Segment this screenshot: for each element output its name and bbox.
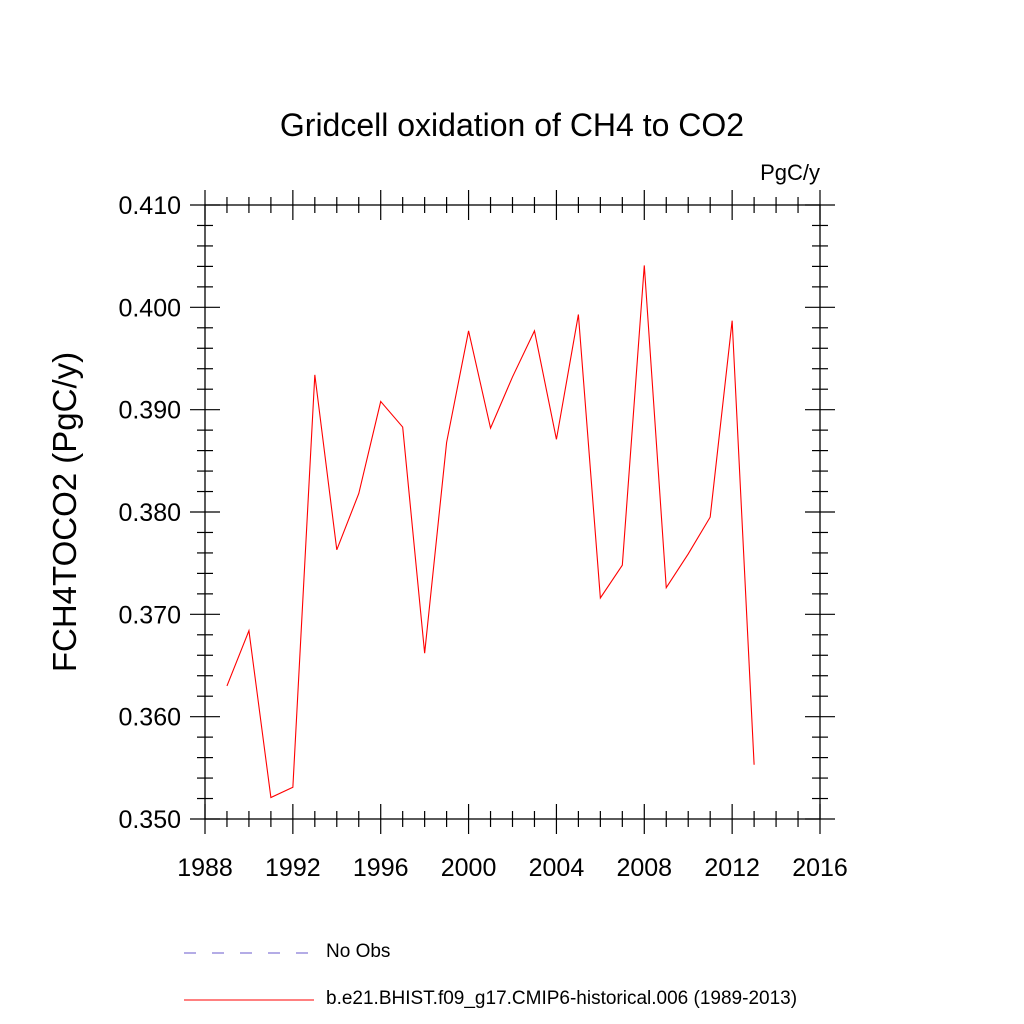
series-point <box>291 786 294 789</box>
plot-frame <box>204 204 821 820</box>
series-point <box>621 564 624 567</box>
axis-ticks <box>190 190 835 834</box>
series-point <box>599 596 602 599</box>
series-point <box>357 492 360 495</box>
y-tick-labels: 0.350 0.360 0.370 0.380 0.390 0.400 0.410 <box>118 192 181 834</box>
x-tick-label: 1992 <box>265 854 321 882</box>
series-point <box>665 586 668 589</box>
series-point <box>643 264 646 267</box>
series-point <box>335 548 338 551</box>
y-tick-label: 0.390 <box>118 397 181 425</box>
y-tick-label: 0.380 <box>118 499 181 527</box>
x-tick-label: 1996 <box>353 854 409 882</box>
series-point <box>313 373 316 376</box>
series-point <box>577 313 580 316</box>
y-tick-label: 0.370 <box>118 601 181 629</box>
x-tick-labels: 1988 1992 1996 2000 2004 2008 2012 2016 <box>177 854 848 882</box>
series-point <box>731 319 734 322</box>
series-point <box>401 426 404 429</box>
series-point <box>445 441 448 444</box>
series-layer <box>225 264 756 799</box>
x-tick-label: 1988 <box>177 854 233 882</box>
chart-title: Gridcell oxidation of CH4 to CO2 <box>280 107 744 143</box>
x-tick-label: 2008 <box>616 854 672 882</box>
legend-no-obs-label: No Obs <box>326 941 391 962</box>
units-label: PgC/y <box>760 160 820 185</box>
x-tick-label: 2000 <box>441 854 497 882</box>
y-tick-label: 0.400 <box>118 294 181 322</box>
series-point <box>687 552 690 555</box>
series-point <box>533 329 536 332</box>
legend-model-label: b.e21.BHIST.f09_g17.CMIP6-historical.006… <box>326 988 798 1009</box>
series-point <box>555 438 558 441</box>
x-tick-label: 2016 <box>792 854 848 882</box>
x-tick-label: 2012 <box>704 854 760 882</box>
series-point <box>379 400 382 403</box>
series-point <box>753 763 756 766</box>
y-tick-label: 0.410 <box>118 192 181 220</box>
series-point <box>709 516 712 519</box>
series-point <box>423 652 426 655</box>
series-point <box>225 684 228 687</box>
series-point <box>489 427 492 430</box>
series-line <box>226 265 755 799</box>
y-axis-label: FCH4TOCO2 (PgC/y) <box>46 352 83 672</box>
series-point <box>467 329 470 332</box>
series-point <box>269 796 272 799</box>
series-point <box>511 375 514 378</box>
x-tick-label: 2004 <box>529 854 585 882</box>
y-tick-label: 0.360 <box>118 704 181 732</box>
y-tick-label: 0.350 <box>118 806 181 834</box>
series-point <box>247 629 250 632</box>
